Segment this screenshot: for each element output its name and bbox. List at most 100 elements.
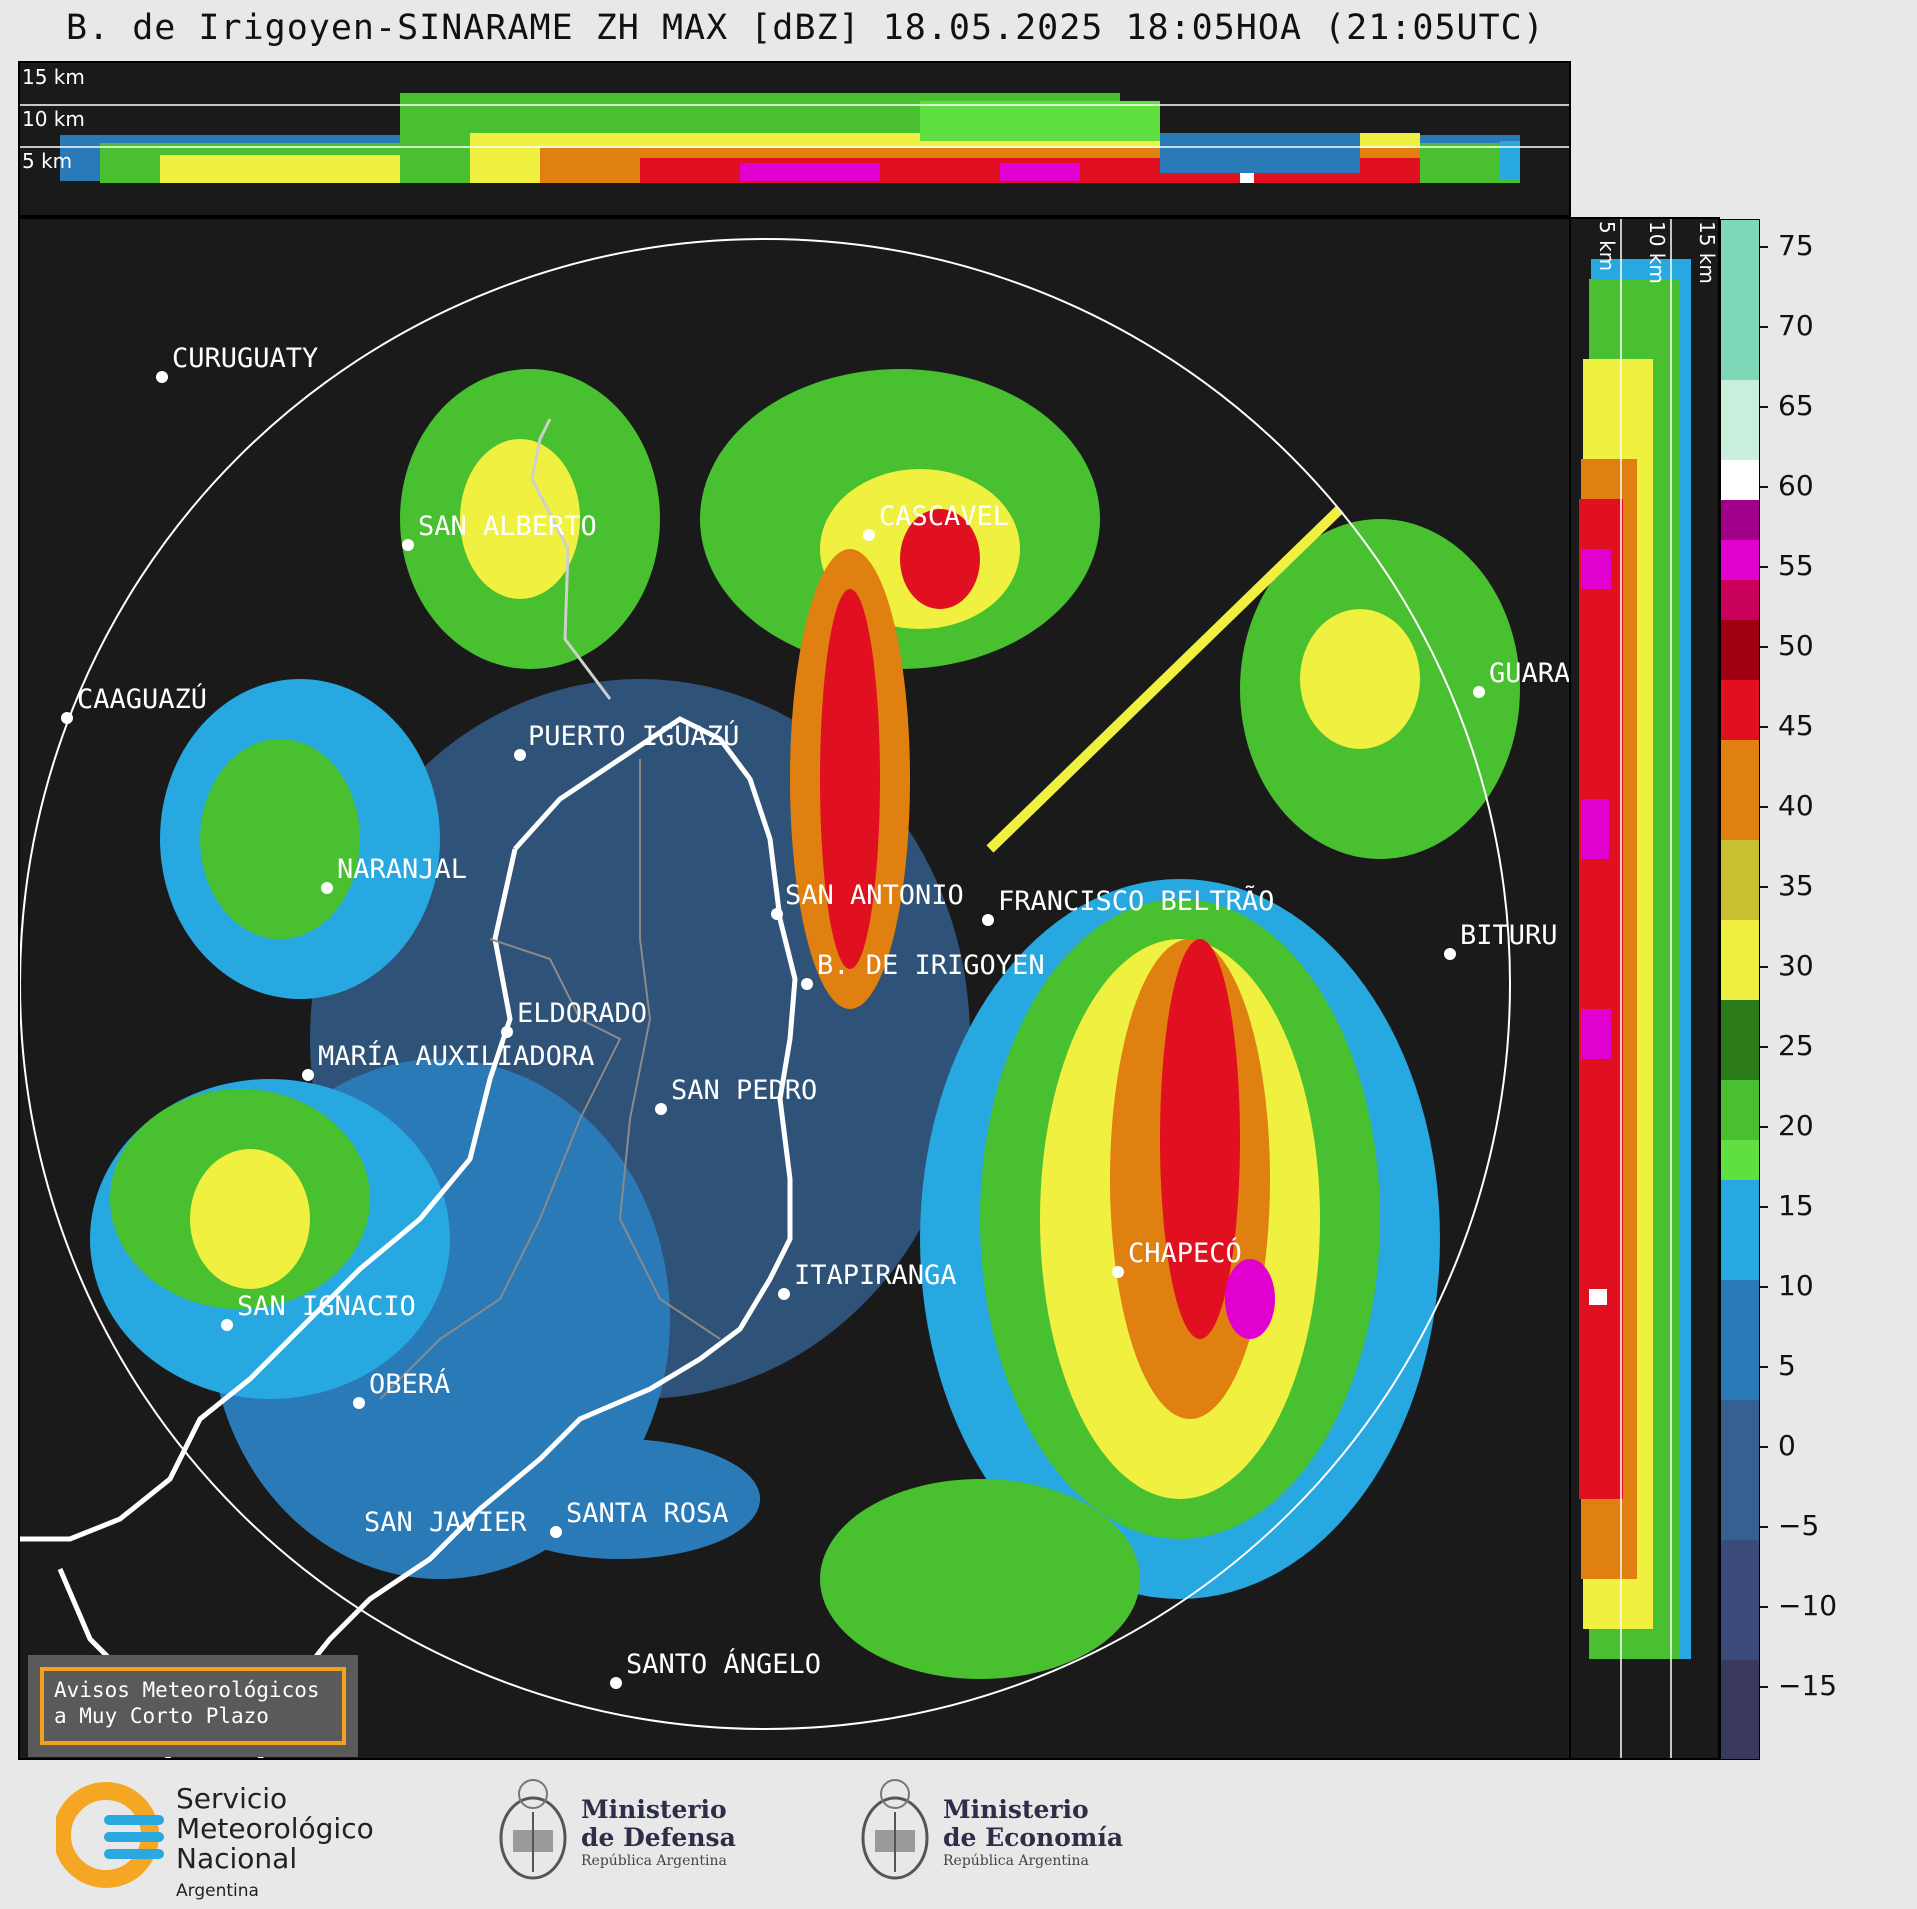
defensa-text: Ministerio de Defensa República Argentin…	[581, 1796, 736, 1870]
tick-70: 70	[1760, 309, 1814, 342]
city-label-francisco-beltrao: FRANCISCO BELTRÃO	[998, 885, 1274, 917]
tick-minus-5: −5	[1760, 1509, 1819, 1542]
top-cross-section-panel: 15 km 10 km 5 km	[18, 61, 1571, 217]
city-dot-san-alberto[interactable]	[402, 539, 414, 551]
city-label-san-antonio: SAN ANTONIO	[785, 880, 964, 911]
city-dot-itapiranga[interactable]	[778, 1288, 790, 1300]
city-dot-santo-angelo[interactable]	[610, 1677, 622, 1689]
tick-35: 35	[1760, 869, 1814, 902]
colorbar-ticks: 75 70 65 60 55 50 45 40 35 30 25 20 15 1…	[1760, 219, 1910, 1760]
tick-minus-15: −15	[1760, 1669, 1837, 1702]
city-label-san-javier: SAN JAVIER	[364, 1507, 527, 1538]
tick-5: 5	[1760, 1349, 1796, 1382]
economia-text: Ministerio de Economía República Argenti…	[943, 1796, 1123, 1870]
city-dot-san-antonio[interactable]	[771, 908, 783, 920]
top-cross-section-image	[20, 93, 1569, 183]
city-dot-obera[interactable]	[353, 1397, 365, 1409]
city-dot-san-pedro[interactable]	[655, 1103, 667, 1115]
smn-line2: Meteorológico	[176, 1812, 374, 1845]
city-label-itapiranga: ITAPIRANGA	[794, 1260, 957, 1291]
city-label-obera: OBERÁ	[369, 1368, 450, 1400]
side-cross-section-image	[1579, 219, 1691, 1758]
city-dot-francisco-beltrao[interactable]	[982, 914, 994, 926]
dbz-colorbar	[1720, 219, 1760, 1760]
tick-45: 45	[1760, 709, 1814, 742]
city-dot-naranjal[interactable]	[321, 882, 333, 894]
page-title: B. de Irigoyen-SINARAME ZH MAX [dBZ] 18.…	[66, 8, 1545, 48]
city-dot-b-de-irigoyen[interactable]	[801, 978, 813, 990]
tick-minus-10: −10	[1760, 1589, 1837, 1622]
smn-logo-icon	[56, 1782, 164, 1888]
tick-10: 10	[1760, 1269, 1814, 1302]
smn-line4: Argentina	[176, 1881, 259, 1901]
height-label-10km: 10 km	[22, 107, 85, 131]
city-dot-guara[interactable]	[1473, 686, 1485, 698]
tick-65: 65	[1760, 389, 1814, 422]
department-borders	[618, 759, 721, 1340]
city-label-b-de-irigoyen: B. DE IRIGOYEN	[817, 950, 1045, 981]
city-dot-caaguazu[interactable]	[61, 712, 73, 724]
tick-75: 75	[1760, 229, 1814, 262]
smn-logo[interactable]: Servicio Meteorológico Nacional Argentin…	[56, 1780, 386, 1901]
economia-seal-icon	[861, 1779, 929, 1880]
economia-line1: Ministerio	[943, 1795, 1089, 1824]
city-dot-puerto-iguazu[interactable]	[514, 749, 526, 761]
side-height-label-10km: 10 km	[1645, 221, 1669, 284]
city-dot-san-ignacio[interactable]	[221, 1319, 233, 1331]
defensa-line1: Ministerio	[581, 1795, 727, 1824]
defensa-line3: República Argentina	[581, 1853, 727, 1869]
tick-30: 30	[1760, 949, 1814, 982]
city-dot-bituru[interactable]	[1444, 948, 1456, 960]
economia-line3: República Argentina	[943, 1853, 1089, 1869]
city-label-santo-angelo: SANTO ÁNGELO	[626, 1648, 821, 1680]
city-label-eldorado: ELDORADO	[517, 998, 647, 1029]
tick-0: 0	[1760, 1429, 1796, 1462]
defensa-line2: de Defensa	[581, 1823, 736, 1852]
tick-40: 40	[1760, 789, 1814, 822]
tick-25: 25	[1760, 1029, 1814, 1062]
dbz-colorbar-gradient	[1721, 220, 1759, 1759]
range-ring	[20, 238, 1511, 1730]
height-label-15km: 15 km	[22, 65, 85, 89]
ministerio-economia-logo[interactable]: Ministerio de Economía República Argenti…	[855, 1772, 1135, 1892]
side-height-label-15km: 15 km	[1695, 221, 1719, 284]
side-cross-section-panel: 5 km 10 km 15 km	[1571, 217, 1720, 1760]
city-label-san-alberto: SAN ALBERTO	[418, 511, 597, 542]
economia-line2: de Economía	[943, 1823, 1124, 1852]
city-dot-chapeco[interactable]	[1112, 1266, 1124, 1278]
city-label-cascavel: CASCAVEL	[879, 501, 1009, 532]
city-label-san-ignacio: SAN IGNACIO	[237, 1291, 416, 1322]
city-label-bituru: BITURU	[1460, 920, 1558, 951]
side-height-label-5km: 5 km	[1595, 221, 1619, 272]
city-dot-curuguaty[interactable]	[156, 371, 168, 383]
city-label-chapeco: CHAPECÓ	[1128, 1237, 1242, 1269]
city-label-curuguaty: CURUGUATY	[172, 343, 318, 374]
notice-inner: Avisos Meteorológicos a Muy Corto Plazo	[40, 1667, 346, 1745]
ministerio-defensa-logo[interactable]: Ministerio de Defensa República Argentin…	[493, 1772, 773, 1892]
city-markers: CURUGUATY SAN ALBERTO CASCAVEL CAAGUAZÚ …	[61, 343, 1569, 1689]
city-label-santa-rosa: SANTA ROSA	[566, 1498, 729, 1529]
notice-box[interactable]: Avisos Meteorológicos a Muy Corto Plazo	[28, 1655, 358, 1757]
tick-60: 60	[1760, 469, 1814, 502]
smn-logo-text: Servicio Meteorológico Nacional Argentin…	[176, 1784, 374, 1906]
radar-echoes	[90, 369, 1520, 1679]
city-dot-santa-rosa[interactable]	[550, 1526, 562, 1538]
country-border	[530, 418, 612, 700]
city-dot-maria-auxiliadora[interactable]	[302, 1069, 314, 1081]
defensa-seal-icon	[499, 1779, 567, 1880]
tick-55: 55	[1760, 549, 1814, 582]
city-dot-cascavel[interactable]	[863, 529, 875, 541]
tick-20: 20	[1760, 1109, 1814, 1142]
department-borders-2	[379, 938, 622, 1400]
tick-50: 50	[1760, 629, 1814, 662]
city-label-puerto-iguazu: PUERTO IGUAZÚ	[528, 720, 739, 752]
city-label-maria-auxiliadora: MARÍA AUXILIADORA	[318, 1040, 594, 1072]
city-label-caaguazu: CAAGUAZÚ	[77, 683, 207, 715]
city-dot-eldorado[interactable]	[501, 1026, 513, 1038]
smn-line3: Nacional	[176, 1842, 298, 1875]
height-label-5km: 5 km	[22, 149, 73, 173]
city-label-naranjal: NARANJAL	[337, 854, 467, 885]
radar-map: CURUGUATY SAN ALBERTO CASCAVEL CAAGUAZÚ …	[20, 238, 1569, 1758]
radar-map-panel[interactable]: CURUGUATY SAN ALBERTO CASCAVEL CAAGUAZÚ …	[18, 217, 1571, 1760]
notice-line1: Avisos Meteorológicos	[54, 1678, 320, 1702]
